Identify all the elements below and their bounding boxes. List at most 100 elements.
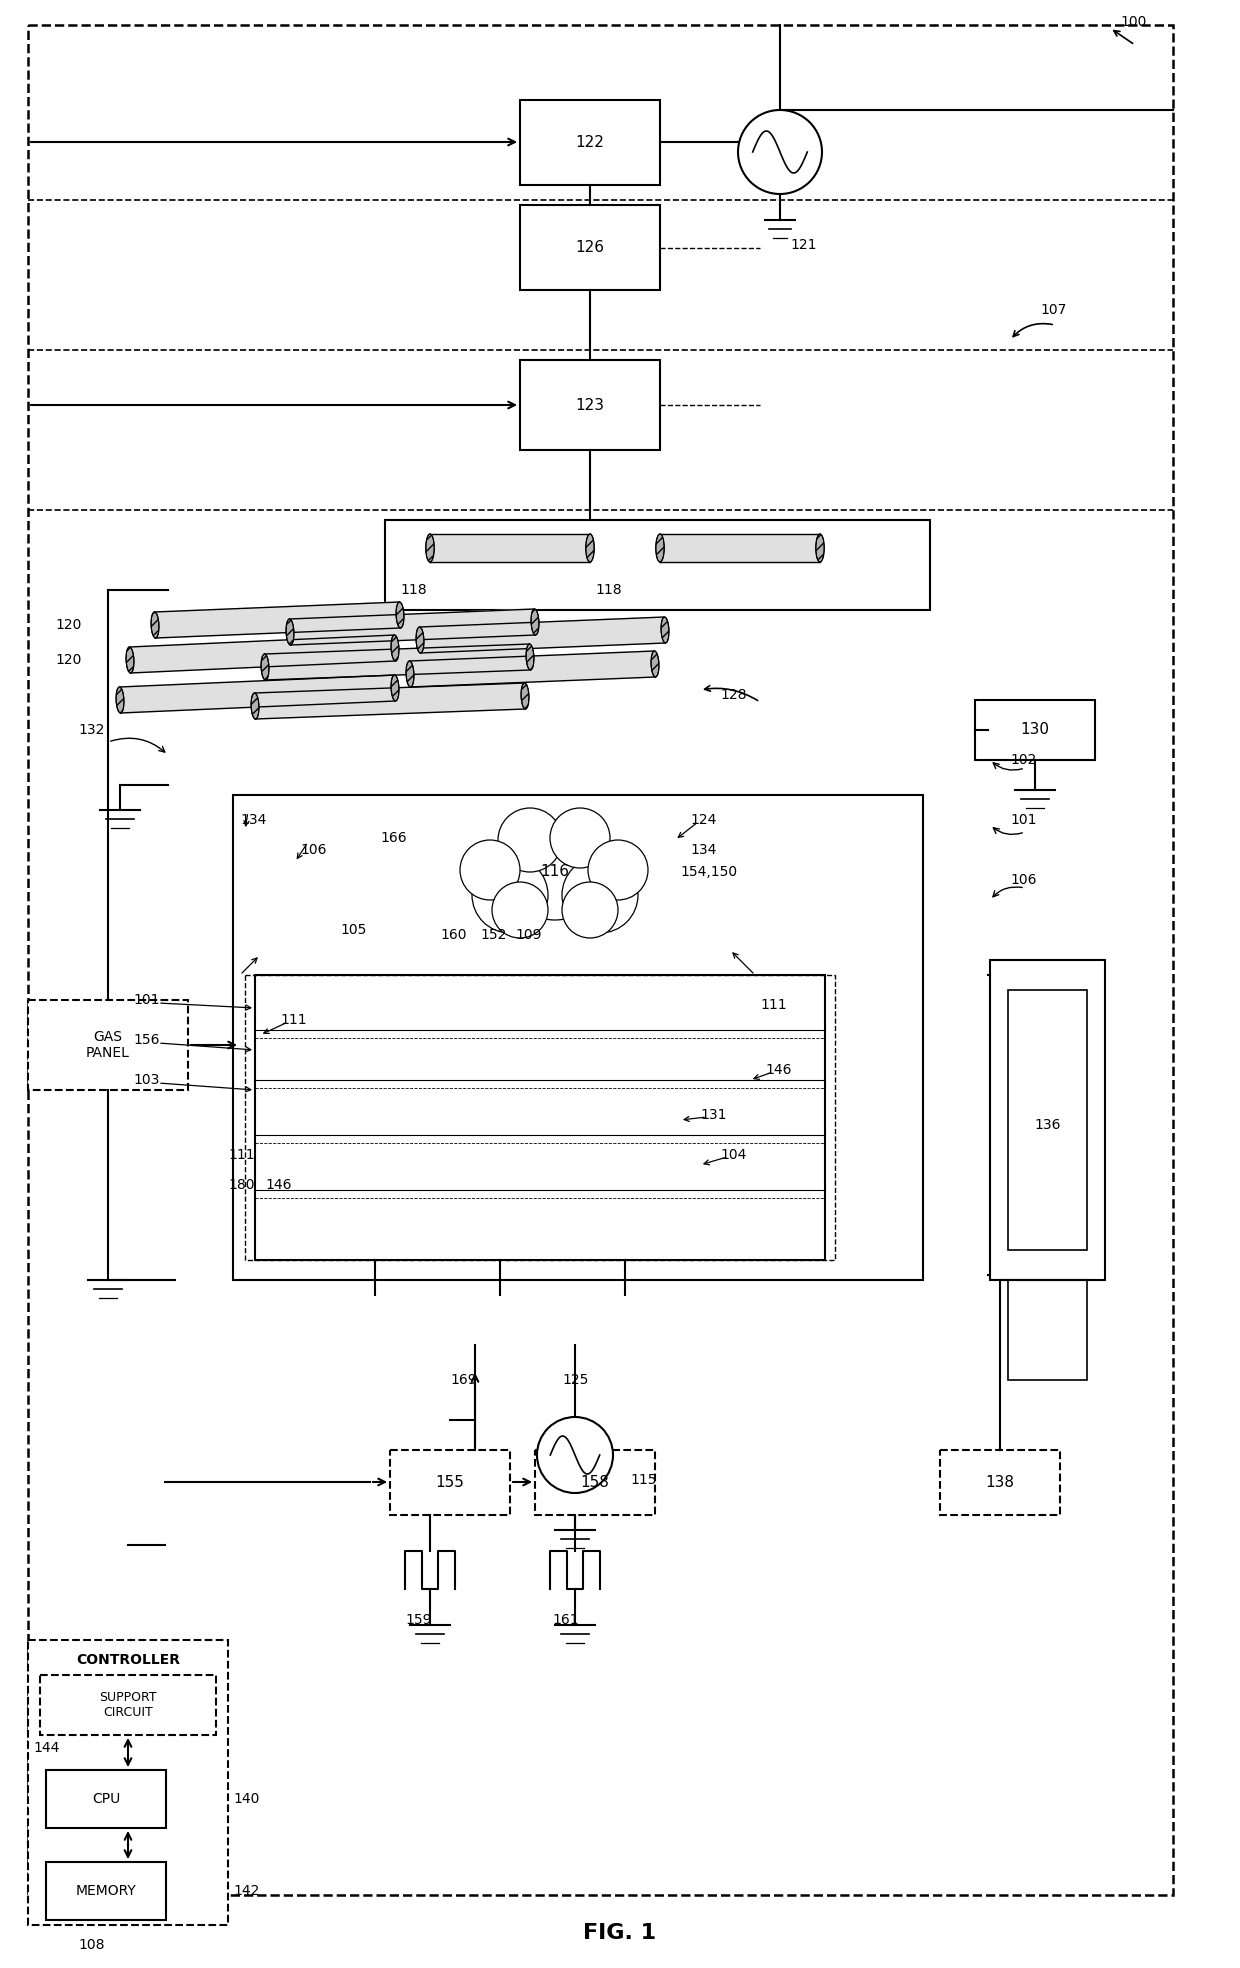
Text: 121: 121 xyxy=(790,238,816,252)
Text: 169: 169 xyxy=(450,1374,476,1387)
Ellipse shape xyxy=(262,653,269,681)
Bar xyxy=(255,1025,825,1075)
Text: 132: 132 xyxy=(78,722,104,736)
Text: 124: 124 xyxy=(689,813,717,827)
Bar xyxy=(990,960,1105,1279)
Text: 118: 118 xyxy=(595,583,621,596)
Bar xyxy=(46,1862,166,1921)
Text: CONTROLLER: CONTROLLER xyxy=(76,1653,180,1667)
Text: 156: 156 xyxy=(133,1033,160,1047)
Text: GAS
PANEL: GAS PANEL xyxy=(86,1029,130,1061)
Text: MEMORY: MEMORY xyxy=(76,1883,136,1897)
Bar xyxy=(40,1675,216,1736)
Bar xyxy=(1008,1279,1087,1380)
Text: FIG. 1: FIG. 1 xyxy=(584,1923,656,1942)
Text: 111: 111 xyxy=(228,1147,254,1161)
Bar xyxy=(384,520,930,610)
Bar xyxy=(520,205,660,289)
Text: 166: 166 xyxy=(379,830,407,844)
Ellipse shape xyxy=(117,687,124,712)
Polygon shape xyxy=(660,533,820,563)
Text: 134: 134 xyxy=(689,842,717,856)
Text: 180: 180 xyxy=(228,1179,254,1193)
Text: 111: 111 xyxy=(280,1014,306,1027)
Bar xyxy=(167,795,233,1279)
Ellipse shape xyxy=(425,533,434,563)
Polygon shape xyxy=(289,608,536,646)
Ellipse shape xyxy=(286,620,294,646)
Text: 154,150: 154,150 xyxy=(680,866,737,880)
Text: CPU: CPU xyxy=(92,1793,120,1807)
Ellipse shape xyxy=(526,644,534,669)
Text: 161: 161 xyxy=(552,1614,579,1628)
Text: 122: 122 xyxy=(575,136,604,150)
Ellipse shape xyxy=(651,651,658,677)
Text: 131: 131 xyxy=(701,1108,727,1122)
Bar xyxy=(255,1145,825,1195)
Polygon shape xyxy=(254,683,526,718)
Text: 101: 101 xyxy=(1011,813,1037,827)
Bar xyxy=(1008,1279,1087,1380)
Text: 104: 104 xyxy=(720,1147,746,1161)
Bar xyxy=(167,730,988,1344)
Polygon shape xyxy=(129,636,396,673)
Bar xyxy=(520,360,660,451)
Text: 109: 109 xyxy=(515,929,542,943)
Text: 144: 144 xyxy=(33,1742,60,1755)
Circle shape xyxy=(562,856,639,933)
Bar xyxy=(255,1084,825,1136)
Text: 158: 158 xyxy=(580,1474,609,1490)
Text: 106: 106 xyxy=(1011,874,1037,888)
Polygon shape xyxy=(419,618,666,653)
Text: 123: 123 xyxy=(575,398,605,413)
Text: 126: 126 xyxy=(575,240,605,256)
Bar xyxy=(255,974,825,1025)
Bar xyxy=(255,1204,825,1256)
Ellipse shape xyxy=(151,612,159,638)
Polygon shape xyxy=(409,651,656,687)
Bar xyxy=(975,701,1095,760)
Bar xyxy=(923,795,988,1279)
Text: 134: 134 xyxy=(241,813,267,827)
Bar xyxy=(29,1639,228,1925)
Circle shape xyxy=(551,809,610,868)
Ellipse shape xyxy=(417,628,424,653)
Polygon shape xyxy=(430,533,590,563)
Circle shape xyxy=(562,882,618,939)
Text: 111: 111 xyxy=(760,998,786,1012)
Circle shape xyxy=(472,856,548,933)
Ellipse shape xyxy=(391,636,399,661)
Bar xyxy=(990,960,1105,1279)
Ellipse shape xyxy=(585,533,594,563)
Bar xyxy=(233,795,923,1279)
Text: 103: 103 xyxy=(133,1073,160,1086)
Bar xyxy=(940,1450,1060,1515)
Ellipse shape xyxy=(656,533,665,563)
Text: 102: 102 xyxy=(1011,754,1037,768)
Bar xyxy=(167,730,988,795)
Ellipse shape xyxy=(126,647,134,673)
Text: 115: 115 xyxy=(630,1472,656,1488)
Text: 152: 152 xyxy=(480,929,506,943)
Text: 142: 142 xyxy=(233,1883,259,1897)
Circle shape xyxy=(460,840,520,899)
Ellipse shape xyxy=(250,693,259,718)
Polygon shape xyxy=(264,644,531,681)
Text: 106: 106 xyxy=(300,842,326,856)
Bar xyxy=(1008,990,1087,1250)
Circle shape xyxy=(537,1417,613,1494)
Text: 159: 159 xyxy=(405,1614,432,1628)
Text: SUPPORT
CIRCUIT: SUPPORT CIRCUIT xyxy=(99,1691,156,1718)
Ellipse shape xyxy=(661,618,668,644)
Text: 116: 116 xyxy=(541,864,569,880)
Text: 146: 146 xyxy=(265,1179,291,1193)
Bar xyxy=(391,1450,510,1515)
Text: 118: 118 xyxy=(401,583,427,596)
Bar xyxy=(520,100,660,185)
Bar xyxy=(29,1000,188,1090)
Polygon shape xyxy=(119,675,396,712)
Bar xyxy=(246,974,835,1260)
Ellipse shape xyxy=(396,602,404,628)
Text: 100: 100 xyxy=(1120,16,1146,30)
Circle shape xyxy=(505,821,605,919)
